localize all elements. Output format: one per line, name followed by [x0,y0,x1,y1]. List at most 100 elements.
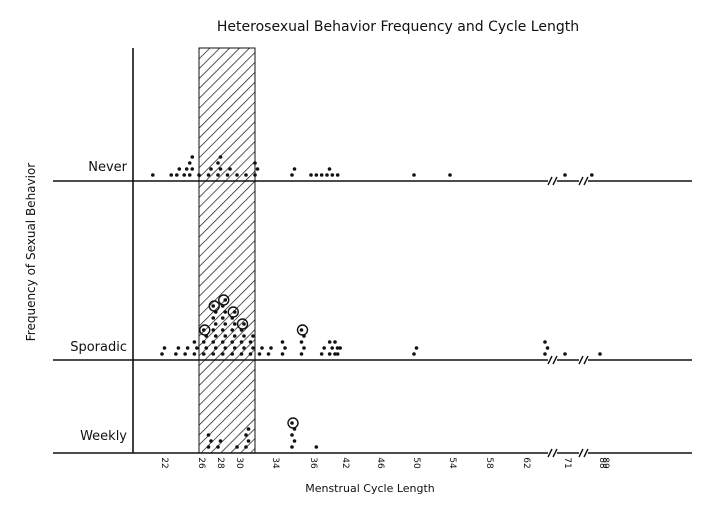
x-tick-label: 26 [196,457,206,469]
axis-break-mark [552,176,558,186]
data-point-never [190,155,195,159]
data-point-sporadic [327,352,332,356]
data-point-sporadic [248,352,253,356]
data-point-sporadic [322,346,326,350]
data-point-never [206,173,211,177]
x-tick-label: 89 [600,457,610,469]
data-point-sporadic [545,346,550,350]
x-tick-label: 22 [159,457,169,468]
data-point-sporadic [211,352,216,356]
data-point-sporadic [327,340,332,344]
x-tick-label: 71 [562,457,572,468]
data-point-never [255,167,260,171]
axis-break-mark [583,355,589,365]
data-point-never [253,173,257,177]
data-point-never [216,173,220,177]
data-point-ring-sporadic [218,294,230,306]
data-point-sporadic [239,340,244,344]
axis-break-gap [579,178,588,184]
data-point-never [216,161,220,165]
x-tick-label: 42 [340,457,350,468]
data-point-sporadic [204,346,209,350]
data-point-never [225,173,230,177]
data-point-sporadic [598,352,602,356]
data-point-sporadic [232,334,237,338]
data-point-never [177,167,182,171]
x-tick-label: 54 [447,457,457,469]
x-tick-label: 88 [597,457,607,469]
data-point-sporadic [232,322,237,326]
data-point-sporadic [176,346,181,350]
data-point-never [187,173,192,177]
axis-break-gap [579,450,588,456]
data-point-never [235,173,239,177]
data-point-weekly [206,445,211,449]
data-point-ring-weekly [287,417,299,429]
x-tick-label: 36 [308,457,318,469]
data-point-sporadic [414,346,419,350]
data-point-weekly [235,445,239,449]
data-point-never [325,173,329,177]
data-point-sporadic [211,316,216,320]
data-point-never [290,173,294,177]
data-point-sporadic [201,352,206,356]
axis-break-gap [548,450,557,456]
data-point-sporadic [266,352,271,356]
category-label-sporadic: Sporadic [70,340,127,355]
data-point-sporadic [543,352,547,356]
data-point-sporadic [213,322,218,326]
data-point-sporadic [220,328,225,332]
data-point-sporadic [192,340,197,344]
data-point-sporadic [563,352,567,356]
data-point-sporadic [280,352,285,356]
axis-break-gap [548,357,557,363]
data-point-sporadic [232,346,237,350]
category-label-never: Never [88,160,127,175]
data-point-sporadic [248,340,253,344]
data-point-sporadic [220,316,225,320]
data-point-never [175,173,179,177]
data-point-sporadic [192,352,197,356]
data-point-never [190,167,195,171]
data-point-never [412,173,416,177]
data-point-never [590,173,594,177]
data-point-sporadic [162,346,167,350]
data-point-never [228,167,232,171]
data-point-weekly [246,427,251,431]
data-point-sporadic [213,334,218,338]
axis-break-mark [547,448,553,458]
data-point-sporadic [242,322,246,326]
x-tick-label: 50 [411,457,421,469]
data-point-sporadic [211,340,216,344]
data-point-sporadic [412,352,416,356]
data-point-sporadic [230,352,235,356]
data-point-sporadic [174,352,178,356]
y-axis-label: Frequency of Sexual Behavior [24,163,38,342]
data-point-sporadic [299,352,304,356]
chart-title: Heterosexual Behavior Frequency and Cycl… [217,19,579,35]
axis-break-mark [547,176,553,186]
data-point-sporadic [333,340,337,344]
data-point-sporadic [257,352,262,356]
data-point-sporadic [230,340,235,344]
data-point-never [563,173,567,177]
data-point-ring-sporadic [296,324,309,336]
data-point-sporadic [338,346,342,350]
axis-breaks [547,176,589,458]
data-point-weekly [244,433,248,437]
data-point-sporadic [195,346,199,350]
data-point-never [187,161,192,165]
data-point-never [292,167,297,171]
x-tick-label: 62 [521,457,531,468]
data-point-sporadic [335,346,340,350]
data-point-weekly [290,433,294,437]
data-point-weekly [314,445,319,449]
x-tick-label: 34 [270,457,280,469]
data-point-sporadic [185,346,190,350]
x-axis-label: Menstrual Cycle Length [305,482,435,495]
data-point-ring-sporadic [208,300,220,312]
data-point-sporadic [223,310,228,314]
data-point-never [209,167,213,171]
data-point-weekly [216,445,220,449]
